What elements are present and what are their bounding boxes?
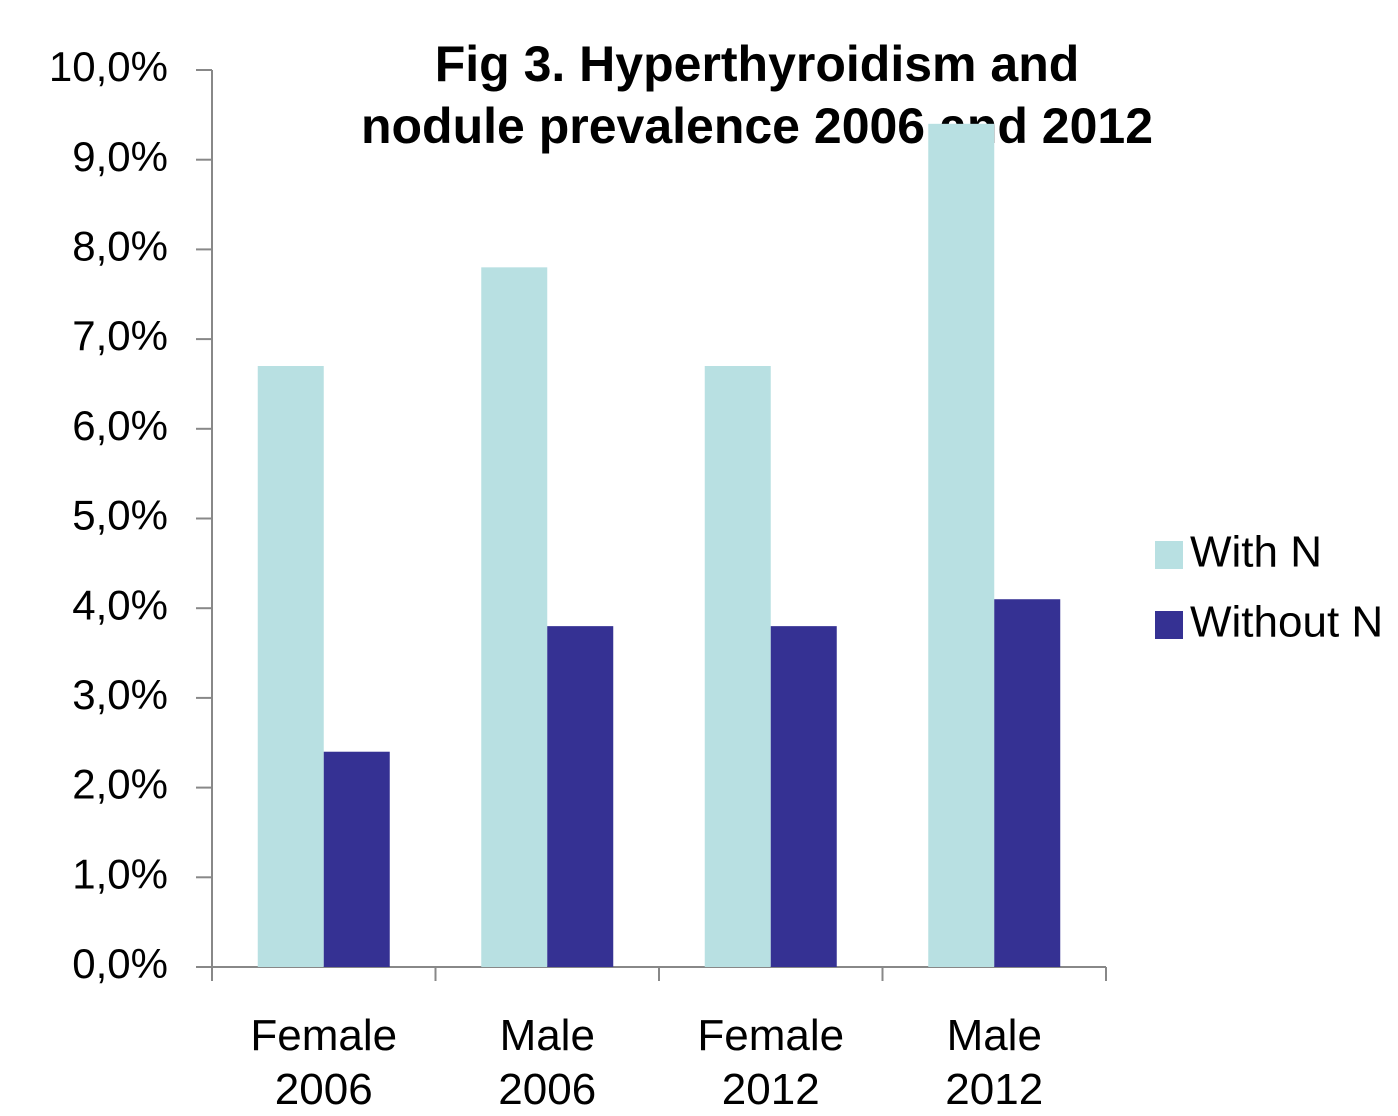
- y-tick-label: 3,0%: [72, 671, 168, 718]
- legend-label: With N: [1190, 528, 1322, 577]
- x-tick-label: Female 2012: [697, 1011, 844, 1114]
- bar: [994, 599, 1061, 967]
- y-tick-label: 0,0%: [72, 940, 168, 987]
- y-tick-label: 4,0%: [72, 581, 168, 628]
- bar: [770, 626, 837, 967]
- x-tick-label: Male 2006: [498, 1011, 596, 1114]
- x-tick-label: Female 2006: [250, 1011, 397, 1114]
- y-tick-label: 10,0%: [49, 43, 168, 90]
- bar: [547, 626, 614, 967]
- y-tick-label: 6,0%: [72, 402, 168, 449]
- y-tick-label: 1,0%: [72, 850, 168, 897]
- bar: [257, 366, 324, 967]
- bar: [704, 366, 771, 967]
- y-tick-label: 2,0%: [72, 761, 168, 808]
- y-tick-label: 5,0%: [72, 492, 168, 539]
- chart-title: Fig 3. Hyperthyroidism and nodule prevale…: [361, 36, 1153, 154]
- y-tick-label: 9,0%: [72, 133, 168, 180]
- y-tick-label: 8,0%: [72, 222, 168, 269]
- y-tick-label: 7,0%: [72, 312, 168, 359]
- x-tick-label: Male 2012: [945, 1011, 1043, 1114]
- legend-swatch: [1155, 611, 1183, 639]
- legend-swatch: [1155, 541, 1183, 569]
- bar: [323, 751, 390, 967]
- bar: [481, 267, 548, 968]
- bar: [928, 123, 995, 967]
- legend-label: Without N: [1190, 598, 1383, 647]
